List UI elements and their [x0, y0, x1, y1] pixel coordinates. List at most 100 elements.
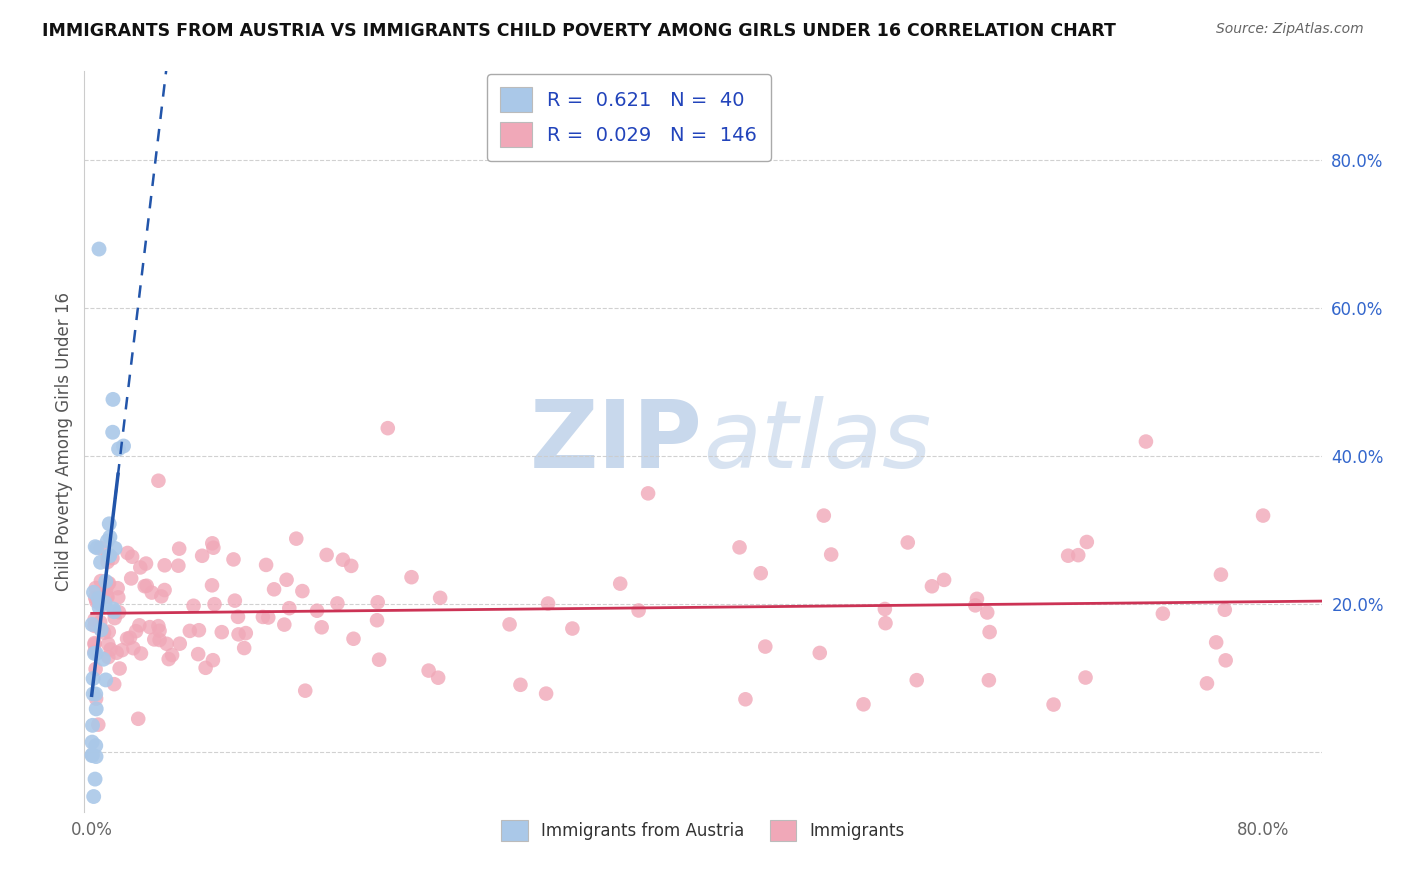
- Point: [366, 613, 388, 627]
- Point: [135, 557, 157, 571]
- Point: [537, 597, 560, 611]
- Point: [257, 610, 280, 624]
- Point: [98, 530, 121, 544]
- Y-axis label: Child Poverty Among Girls Under 16: Child Poverty Among Girls Under 16: [55, 292, 73, 591]
- Point: [84, 662, 107, 676]
- Point: [734, 692, 756, 706]
- Point: [194, 661, 217, 675]
- Point: [1251, 508, 1274, 523]
- Point: [728, 541, 751, 555]
- Point: [1067, 548, 1090, 562]
- Point: [82, 672, 104, 686]
- Point: [120, 571, 142, 585]
- Point: [204, 597, 226, 611]
- Point: [84, 772, 107, 786]
- Point: [89, 541, 111, 555]
- Point: [254, 558, 277, 572]
- Point: [167, 541, 190, 556]
- Point: [1042, 698, 1064, 712]
- Point: [509, 678, 531, 692]
- Point: [873, 602, 896, 616]
- Point: [976, 606, 998, 620]
- Point: [87, 593, 110, 607]
- Point: [377, 421, 399, 435]
- Point: [82, 617, 104, 632]
- Point: [1074, 671, 1097, 685]
- Point: [211, 625, 233, 640]
- Point: [294, 683, 316, 698]
- Point: [1057, 549, 1080, 563]
- Point: [167, 558, 190, 573]
- Point: [754, 640, 776, 654]
- Point: [84, 687, 107, 701]
- Text: Source: ZipAtlas.com: Source: ZipAtlas.com: [1216, 22, 1364, 37]
- Point: [263, 582, 285, 597]
- Point: [179, 624, 201, 638]
- Point: [97, 637, 120, 651]
- Point: [112, 439, 135, 453]
- Point: [311, 620, 333, 634]
- Point: [326, 596, 349, 610]
- Point: [1205, 635, 1227, 649]
- Point: [97, 650, 120, 665]
- Point: [90, 574, 112, 588]
- Point: [965, 599, 987, 613]
- Point: [105, 646, 128, 660]
- Point: [875, 616, 897, 631]
- Point: [108, 605, 131, 619]
- Point: [125, 624, 148, 639]
- Point: [93, 652, 115, 666]
- Point: [276, 573, 298, 587]
- Point: [127, 712, 149, 726]
- Point: [118, 631, 141, 645]
- Point: [233, 641, 256, 656]
- Point: [235, 626, 257, 640]
- Point: [201, 653, 224, 667]
- Point: [427, 671, 450, 685]
- Point: [156, 637, 179, 651]
- Point: [977, 673, 1000, 688]
- Point: [143, 632, 166, 647]
- Point: [101, 392, 124, 407]
- Point: [84, 749, 107, 764]
- Point: [979, 625, 1001, 640]
- Point: [101, 551, 124, 566]
- Point: [561, 622, 583, 636]
- Point: [153, 558, 176, 573]
- Point: [122, 641, 145, 656]
- Point: [90, 555, 112, 569]
- Point: [87, 242, 110, 256]
- Point: [305, 604, 328, 618]
- Point: [83, 645, 105, 659]
- Point: [153, 582, 176, 597]
- Point: [342, 632, 364, 646]
- Point: [135, 579, 157, 593]
- Point: [84, 594, 107, 608]
- Point: [83, 647, 105, 661]
- Point: [89, 600, 111, 615]
- Point: [84, 591, 107, 605]
- Point: [96, 590, 118, 604]
- Point: [139, 620, 162, 634]
- Point: [90, 623, 112, 637]
- Point: [129, 647, 152, 661]
- Point: [1209, 567, 1232, 582]
- Point: [222, 552, 245, 566]
- Point: [82, 748, 104, 763]
- Point: [84, 540, 107, 554]
- Point: [128, 618, 150, 632]
- Point: [84, 691, 107, 706]
- Point: [86, 541, 108, 555]
- Point: [285, 532, 308, 546]
- Point: [94, 673, 117, 687]
- Point: [429, 591, 451, 605]
- Point: [100, 642, 122, 657]
- Point: [87, 591, 110, 606]
- Point: [226, 610, 249, 624]
- Point: [291, 584, 314, 599]
- Point: [107, 581, 129, 595]
- Point: [97, 550, 120, 565]
- Point: [82, 735, 104, 749]
- Point: [187, 647, 209, 661]
- Point: [87, 717, 110, 731]
